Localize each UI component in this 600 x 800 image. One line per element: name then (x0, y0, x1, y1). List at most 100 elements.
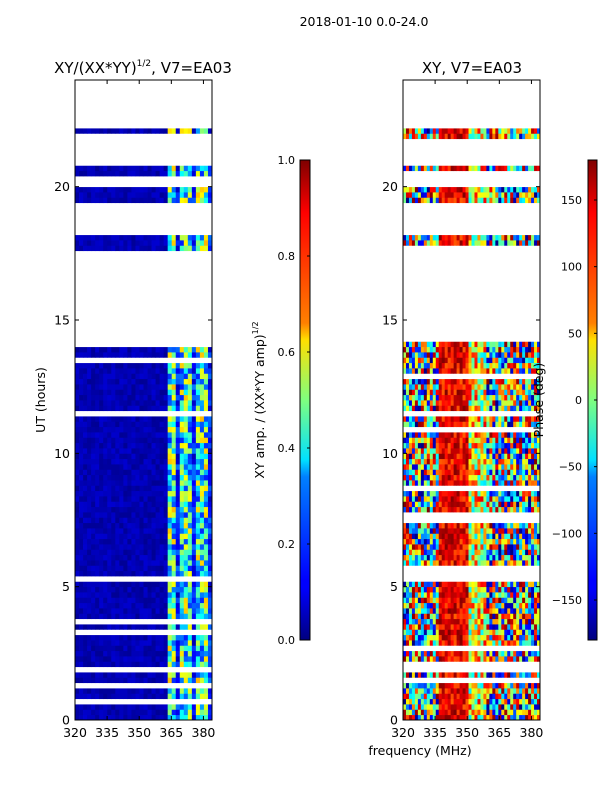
amp-heatmap-cell (111, 704, 116, 710)
phase-heatmap-cell (525, 458, 529, 465)
phase-heatmap-cell (408, 618, 413, 625)
amp-heatmap-cell (179, 624, 185, 630)
phase-heatmap-cell (495, 640, 499, 646)
amp-flagged-cell (75, 90, 212, 97)
phase-heatmap-cell (444, 544, 449, 550)
phase-heatmap-cell (420, 522, 425, 529)
phase-heatmap-cell (447, 554, 452, 561)
phase-heatmap-cell (456, 618, 460, 625)
phase-heatmap-cell (507, 400, 511, 406)
amp-heatmap-cell (203, 677, 209, 684)
amp-heatmap-cell (195, 458, 201, 465)
amp-heatmap-cell (127, 512, 132, 518)
amp-heatmap-cell (95, 469, 100, 476)
phase-heatmap-cell (510, 618, 514, 625)
amp-heatmap-cell (131, 368, 136, 374)
phase-heatmap-cell (450, 528, 455, 534)
phase-heatmap-cell (510, 522, 514, 529)
amp-flagged-cell (75, 314, 212, 321)
phase-heatmap-cell (423, 640, 428, 646)
amp-heatmap-cell (139, 640, 144, 646)
phase-heatmap-cell (435, 586, 440, 593)
amp-heatmap-cell (107, 592, 112, 598)
amp-heatmap-cell (139, 512, 144, 518)
phase-heatmap-cell (417, 480, 422, 486)
amp-heatmap-cell (119, 165, 124, 172)
amp-heatmap-cell (183, 416, 189, 422)
phase-heatmap-cell (486, 688, 490, 694)
phase-heatmap-cell (414, 394, 419, 401)
amp-heatmap-cell (203, 517, 209, 524)
amp-heatmap-cell (203, 474, 209, 481)
phase-heatmap-cell (474, 437, 478, 444)
amp-heatmap-cell (183, 197, 189, 204)
phase-heatmap-row (403, 634, 540, 641)
amp-heatmap-cell (203, 186, 209, 193)
phase-heatmap-cell (426, 608, 431, 614)
amp-heatmap-cell (155, 597, 161, 604)
phase-heatmap-cell (492, 656, 496, 662)
amp-heatmap-cell (155, 362, 161, 369)
phase-heatmap-cell (477, 586, 481, 593)
phase-heatmap-row (403, 645, 540, 652)
phase-heatmap-cell (411, 549, 416, 556)
amp-heatmap-cell (207, 197, 212, 204)
amp-heatmap-cell (95, 501, 100, 508)
amp-heatmap-cell (83, 432, 88, 438)
amp-heatmap-cell (107, 560, 112, 566)
phase-heatmap-cell (405, 698, 410, 705)
amp-heatmap-cell (207, 688, 212, 694)
amp-heatmap-cell (127, 693, 132, 700)
amp-heatmap-cell (147, 496, 152, 502)
amp-heatmap-cell (107, 496, 112, 502)
amp-heatmap-cell (171, 197, 177, 204)
phase-heatmap-cell (483, 602, 487, 609)
amp-heatmap-cell (147, 490, 152, 497)
amp-heatmap-cell (139, 650, 144, 657)
amp-heatmap-cell (159, 704, 165, 710)
amp-heatmap-cell (155, 602, 161, 609)
amp-heatmap-cell (163, 485, 169, 492)
amp-heatmap-cell (91, 581, 96, 588)
amp-heatmap-cell (131, 400, 136, 406)
phase-heatmap-cell (531, 469, 535, 476)
phase-heatmap-cell (423, 528, 428, 534)
amp-heatmap-cell (171, 405, 177, 412)
amp-heatmap-cell (91, 197, 96, 204)
amp-heatmap-cell (171, 554, 177, 561)
phase-heatmap-cell (513, 688, 517, 694)
amp-heatmap-cell (143, 426, 148, 433)
phase-heatmap-cell (504, 501, 508, 508)
phase-heatmap-cell (504, 469, 508, 476)
amp-heatmap-cell (199, 650, 205, 657)
phase-heatmap-cell (507, 501, 511, 508)
phase-heatmap-cell (414, 533, 419, 540)
amp-heatmap-cell (167, 245, 173, 252)
amp-heatmap-cell (83, 442, 88, 449)
phase-heatmap-cell (507, 602, 511, 609)
phase-heatmap-cell (519, 522, 523, 529)
phase-heatmap-cell (531, 464, 535, 470)
amp-heatmap-cell (127, 197, 132, 204)
phase-heatmap-cell (498, 592, 502, 598)
amp-heatmap-cell (163, 368, 169, 374)
phase-heatmap-cell (462, 682, 466, 689)
amp-heatmap-cell (103, 490, 108, 497)
phase-heatmap-cell (435, 624, 440, 630)
phase-heatmap-cell (513, 650, 517, 657)
amp-heatmap-cell (103, 245, 108, 252)
amp-heatmap-cell (195, 554, 201, 561)
phase-heatmap-cell (447, 608, 452, 614)
amp-heatmap-cell (115, 352, 120, 358)
amp-heatmap-cell (119, 544, 124, 550)
amp-heatmap-cell (75, 634, 80, 641)
phase-heatmap-cell (486, 421, 490, 428)
amp-heatmap-cell (91, 586, 96, 593)
amp-heatmap-cell (147, 240, 152, 246)
amp-heatmap-cell (187, 709, 193, 716)
phase-heatmap-row (403, 496, 540, 502)
phase-heatmap-cell (489, 458, 493, 465)
phase-heatmap-cell (525, 640, 529, 646)
amp-heatmap-cell (139, 453, 144, 460)
amp-heatmap-cell (191, 442, 197, 449)
